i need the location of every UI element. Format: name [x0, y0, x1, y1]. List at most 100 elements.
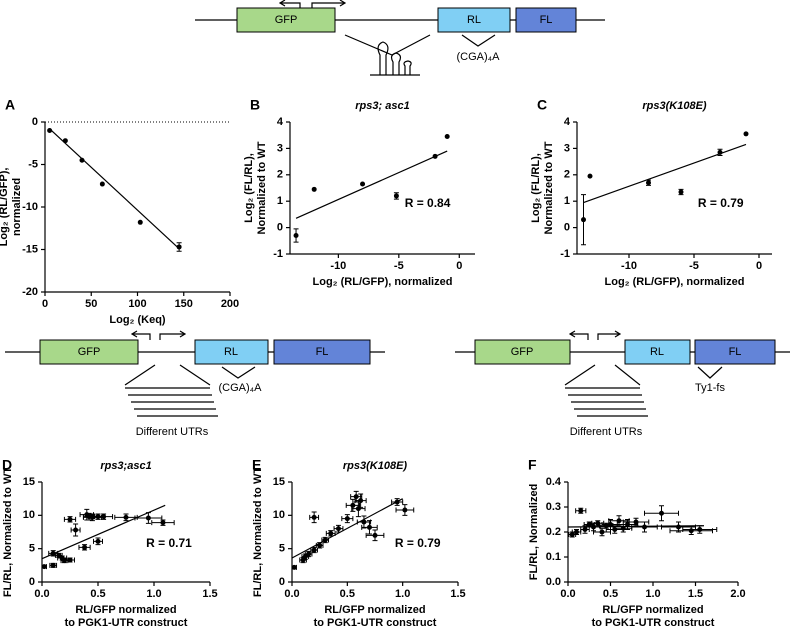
- label: FL: [316, 346, 329, 358]
- x-tick-label: 0.5: [90, 588, 105, 600]
- y-tick-label: 0.0: [546, 576, 561, 588]
- point: [50, 550, 56, 556]
- y-axis-label: normalized: [11, 178, 23, 236]
- annotation: R = 0.71: [146, 536, 192, 550]
- label: Ty1-fs: [695, 382, 725, 394]
- point: [82, 544, 88, 550]
- fit-line: [49, 128, 180, 250]
- construct-right: GFP RL FL Ty1-fs Different UTRs: [455, 330, 790, 438]
- x-tick-label: 1.0: [395, 588, 410, 600]
- x-tick-label: -5: [394, 260, 404, 272]
- y-tick-label: 0.2: [546, 526, 561, 538]
- point: [328, 530, 334, 536]
- x-axis-label: to PGK1-UTR construct: [65, 617, 188, 629]
- point: [350, 502, 356, 508]
- x-tick-label: 0: [756, 260, 762, 272]
- point: [317, 542, 323, 548]
- point: [587, 173, 593, 179]
- x-tick-label: 0: [42, 298, 48, 310]
- point: [293, 233, 299, 239]
- point: [291, 564, 297, 570]
- label: GFP: [78, 346, 101, 358]
- y-tick-label: -10: [22, 201, 38, 213]
- chart-title: rps3; asc1: [355, 100, 409, 112]
- x-tick-label: -10: [621, 260, 637, 272]
- point: [79, 157, 85, 163]
- y-tick-label: -1: [273, 248, 283, 260]
- label: (CGA)₄A: [219, 382, 263, 394]
- point: [393, 193, 399, 199]
- x-tick-label: 1.0: [146, 588, 161, 600]
- y-axis-label: FL/RL, Normalized to WT: [252, 467, 264, 597]
- chart-title: rps3;asc1: [100, 460, 151, 472]
- label: RL: [224, 346, 238, 358]
- annotation: R = 0.79: [698, 196, 744, 210]
- x-tick-label: 0.0: [34, 588, 49, 600]
- y-tick-label: 15: [273, 476, 285, 488]
- x-tick-label: 0.0: [284, 588, 299, 600]
- point: [361, 519, 367, 525]
- y-tick-label: -5: [28, 158, 38, 170]
- x-tick-label: 150: [175, 298, 193, 310]
- x-axis-label: Log₂ (Keq): [109, 314, 166, 326]
- label: FL: [729, 346, 742, 358]
- y-tick-label: 3: [564, 142, 570, 154]
- y-tick-label: 1: [564, 195, 570, 207]
- point: [73, 527, 79, 533]
- y-axis-label: FL/RL, Normalized: [528, 484, 540, 581]
- x-axis-label: Log₂ (RL/GFP), normalized: [313, 276, 453, 288]
- point: [344, 516, 350, 522]
- point: [67, 516, 73, 522]
- x-tick-label: 0.5: [340, 588, 355, 600]
- y-tick-label: 10: [23, 509, 35, 521]
- panel-label: A: [5, 97, 15, 113]
- y-tick-label: 3: [277, 142, 283, 154]
- y-axis-label: Normalized to WT: [256, 141, 268, 234]
- fit-line: [291, 498, 403, 559]
- point: [366, 524, 372, 530]
- point: [676, 524, 681, 530]
- point: [95, 538, 101, 544]
- x-tick-label: 1.5: [688, 588, 703, 600]
- label: RL: [650, 346, 664, 358]
- panel-label: F: [528, 457, 537, 473]
- x-tick-label: 2.0: [730, 588, 745, 600]
- panel-label: E: [252, 457, 261, 473]
- point: [444, 134, 450, 140]
- x-axis-label: Log₂ (RL/GFP), normalized: [605, 276, 745, 288]
- point: [41, 564, 47, 570]
- point: [620, 525, 626, 531]
- y-tick-label: -1: [560, 248, 570, 260]
- point: [137, 219, 143, 225]
- label: GFP: [511, 346, 534, 358]
- x-axis-label: RL/GFP normalized: [602, 604, 703, 616]
- y-tick-label: 4: [564, 116, 571, 128]
- y-tick-label: 0: [564, 222, 570, 234]
- point: [360, 181, 366, 187]
- y-tick-label: 0.1: [546, 551, 561, 563]
- y-tick-label: 0: [32, 116, 38, 128]
- point: [743, 131, 749, 137]
- point: [160, 520, 166, 526]
- point: [145, 515, 151, 521]
- point: [402, 507, 408, 513]
- point: [586, 522, 592, 527]
- point: [633, 519, 639, 525]
- label: RL: [467, 14, 481, 26]
- point: [358, 498, 364, 504]
- annotation: R = 0.79: [395, 536, 441, 550]
- point: [101, 514, 107, 520]
- point: [581, 217, 586, 223]
- y-tick-label: 5: [279, 543, 285, 555]
- construct-top: GFP RL FL (CGA)₄A: [195, 0, 605, 76]
- point: [659, 510, 664, 516]
- y-tick-label: -15: [22, 243, 38, 255]
- y-tick-label: 2: [564, 169, 570, 181]
- y-tick-label: 0: [277, 222, 283, 234]
- label: GFP: [275, 14, 298, 26]
- y-tick-label: 2: [277, 169, 283, 181]
- y-tick-label: 10: [273, 509, 285, 521]
- point: [47, 128, 53, 133]
- y-tick-label: 1: [277, 195, 283, 207]
- panel-label: D: [2, 457, 12, 473]
